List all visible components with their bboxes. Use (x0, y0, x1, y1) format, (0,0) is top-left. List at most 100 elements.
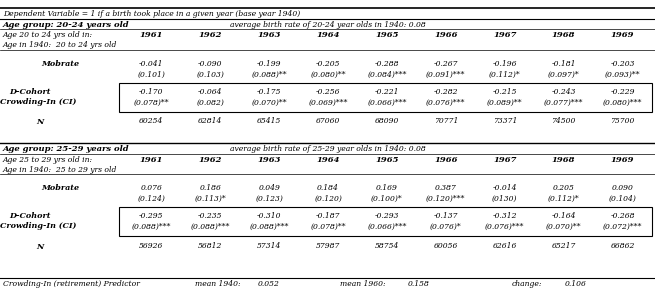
Text: 1966: 1966 (434, 156, 458, 164)
Text: (0.088)***: (0.088)*** (191, 223, 230, 231)
Text: 1965: 1965 (375, 31, 399, 39)
Text: (0.088)***: (0.088)*** (250, 223, 289, 231)
Text: 57987: 57987 (316, 242, 341, 250)
Text: mean 1960:: mean 1960: (340, 280, 386, 288)
Text: change:: change: (512, 280, 542, 288)
Bar (119, 207, 652, 236)
Text: D-Cohort: D-Cohort (9, 212, 50, 220)
Text: -0.310: -0.310 (257, 212, 282, 220)
Text: -0.288: -0.288 (375, 60, 400, 68)
Text: -0.293: -0.293 (375, 212, 400, 220)
Text: (0.093)**: (0.093)** (605, 71, 641, 79)
Text: Mobrate: Mobrate (41, 60, 79, 68)
Text: (0.080)**: (0.080)** (310, 71, 346, 79)
Text: -0.203: -0.203 (610, 60, 635, 68)
Text: (0.113)*: (0.113)* (195, 195, 226, 203)
Text: (0.112)*: (0.112)* (548, 195, 580, 203)
Text: 0.158: 0.158 (408, 280, 430, 288)
Text: 1967: 1967 (493, 31, 517, 39)
Text: 74500: 74500 (552, 117, 576, 125)
Text: -0.137: -0.137 (434, 212, 458, 220)
Text: (0.078)**: (0.078)** (310, 223, 346, 231)
Text: (0.088)**: (0.088)** (252, 71, 287, 79)
Text: -0.170: -0.170 (140, 88, 164, 96)
Text: -0.295: -0.295 (140, 212, 164, 220)
Text: 73371: 73371 (493, 117, 517, 125)
Text: (0130): (0130) (492, 195, 517, 203)
Text: 70771: 70771 (434, 117, 458, 125)
Text: 0.184: 0.184 (317, 184, 339, 192)
Text: 0.076: 0.076 (141, 184, 162, 192)
Text: -0.196: -0.196 (493, 60, 517, 68)
Text: 56812: 56812 (198, 242, 223, 250)
Text: (0.112)*: (0.112)* (489, 71, 521, 79)
Text: Age group: 25-29 years old: Age group: 25-29 years old (3, 145, 130, 153)
Text: average birth rate of 25-29 year olds in 1940: 0.08: average birth rate of 25-29 year olds in… (230, 145, 426, 153)
Text: (0.076)***: (0.076)*** (426, 99, 466, 107)
Text: 0.106: 0.106 (565, 280, 587, 288)
Text: (0.103): (0.103) (196, 71, 224, 79)
Text: 1961: 1961 (140, 156, 163, 164)
Text: -0.215: -0.215 (493, 88, 517, 96)
Text: 1962: 1962 (198, 156, 222, 164)
Text: -0.243: -0.243 (552, 88, 576, 96)
Text: 65217: 65217 (552, 242, 576, 250)
Text: -0.235: -0.235 (198, 212, 223, 220)
Text: (0.124): (0.124) (138, 195, 165, 203)
Text: (0.070)**: (0.070)** (546, 223, 582, 231)
Text: (0.120)***: (0.120)*** (426, 195, 466, 203)
Text: 65415: 65415 (257, 117, 282, 125)
Text: -0.090: -0.090 (198, 60, 223, 68)
Text: (0.084)***: (0.084)*** (367, 71, 407, 79)
Text: (0.091)***: (0.091)*** (426, 71, 466, 79)
Text: 62616: 62616 (493, 242, 517, 250)
Text: 0.052: 0.052 (258, 280, 280, 288)
Text: (0.070)**: (0.070)** (252, 99, 287, 107)
Text: N: N (36, 243, 44, 251)
Text: (0.066)***: (0.066)*** (367, 99, 407, 107)
Text: -0.267: -0.267 (434, 60, 458, 68)
Text: N: N (36, 118, 44, 126)
Text: (0.072)***: (0.072)*** (603, 223, 643, 231)
Text: 56926: 56926 (140, 242, 164, 250)
Text: 1965: 1965 (375, 156, 399, 164)
Text: D-Cohort: D-Cohort (9, 88, 50, 96)
Text: Age 25 to 29 yrs old in:: Age 25 to 29 yrs old in: (3, 156, 93, 164)
Text: Crowding-In (CI): Crowding-In (CI) (0, 222, 76, 230)
Text: 0.205: 0.205 (553, 184, 574, 192)
Text: -0.268: -0.268 (610, 212, 635, 220)
Text: 0.090: 0.090 (612, 184, 633, 192)
Text: 60056: 60056 (434, 242, 458, 250)
Text: -0.229: -0.229 (610, 88, 635, 96)
Text: Dependent Variable = 1 if a birth took place in a given year (base year 1940): Dependent Variable = 1 if a birth took p… (3, 10, 300, 18)
Text: Mobrate: Mobrate (41, 184, 79, 192)
Text: 0.169: 0.169 (376, 184, 398, 192)
Text: (0.078)**: (0.078)** (134, 99, 169, 107)
Text: Crowding-In (CI): Crowding-In (CI) (0, 98, 76, 106)
Text: (0.120): (0.120) (314, 195, 342, 203)
Text: -0.064: -0.064 (198, 88, 223, 96)
Text: (0.076)*: (0.076)* (430, 223, 462, 231)
Text: 1962: 1962 (198, 31, 222, 39)
Text: 1966: 1966 (434, 31, 458, 39)
Text: Crowding-In (retirement) Predictor: Crowding-In (retirement) Predictor (3, 280, 140, 288)
Text: (0.088)***: (0.088)*** (132, 223, 171, 231)
Text: (0.097)*: (0.097)* (548, 71, 580, 79)
Text: Age in 1940:  20 to 24 yrs old: Age in 1940: 20 to 24 yrs old (3, 41, 117, 49)
Text: -0.205: -0.205 (316, 60, 341, 68)
Text: (0.076)***: (0.076)*** (485, 223, 525, 231)
Text: (0.069)***: (0.069)*** (309, 99, 348, 107)
Text: 1963: 1963 (257, 31, 281, 39)
Text: 1969: 1969 (611, 31, 634, 39)
Text: -0.041: -0.041 (140, 60, 164, 68)
Text: Age in 1940:  25 to 29 yrs old: Age in 1940: 25 to 29 yrs old (3, 166, 117, 174)
Text: mean 1940:: mean 1940: (195, 280, 240, 288)
Text: -0.164: -0.164 (552, 212, 576, 220)
Text: average birth rate of 20-24 year olds in 1940: 0.08: average birth rate of 20-24 year olds in… (230, 21, 426, 29)
Text: (0.104): (0.104) (608, 195, 637, 203)
Text: (0.101): (0.101) (138, 71, 165, 79)
Text: (0.100)*: (0.100)* (371, 195, 403, 203)
Text: 1967: 1967 (493, 156, 517, 164)
Text: (0.066)***: (0.066)*** (367, 223, 407, 231)
Text: 1969: 1969 (611, 156, 634, 164)
